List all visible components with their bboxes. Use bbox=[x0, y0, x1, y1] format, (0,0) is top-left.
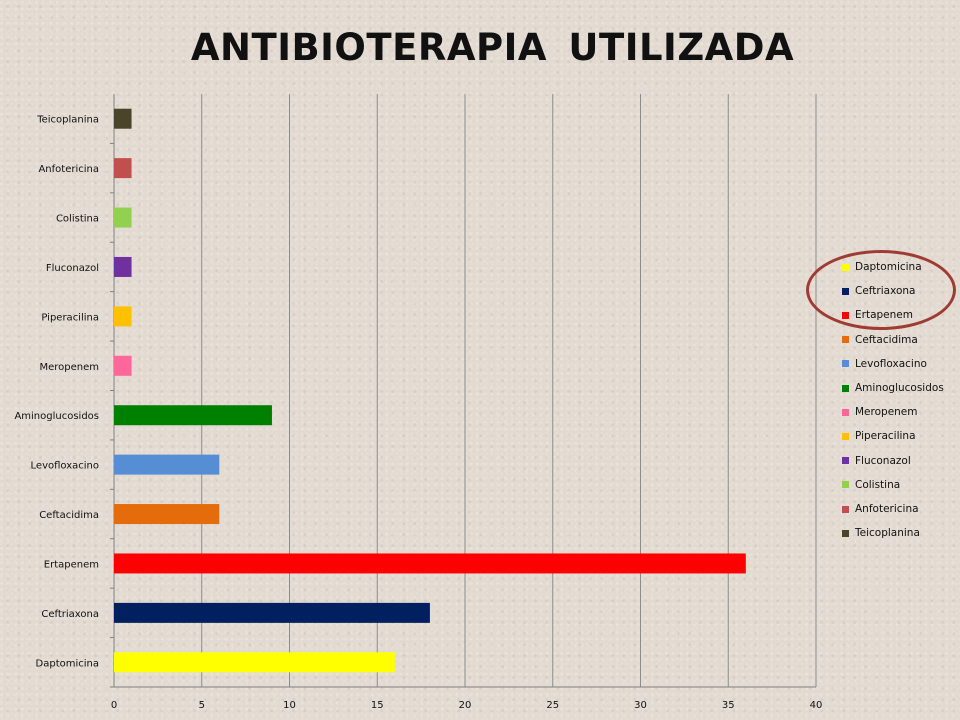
legend-swatch bbox=[842, 360, 849, 368]
legend-label: Colistina bbox=[855, 478, 901, 491]
x-tick-label: 15 bbox=[371, 700, 384, 711]
legend-label: Aminoglucosidos bbox=[855, 382, 944, 394]
bar-aminoglucosidos bbox=[114, 405, 272, 426]
x-tick-label: 5 bbox=[199, 700, 205, 711]
legend-swatch bbox=[842, 336, 849, 344]
x-tick-label: 10 bbox=[283, 700, 296, 711]
bar-teicoplanina bbox=[114, 108, 132, 129]
legend-label: Levofloxacino bbox=[855, 357, 927, 370]
legend-item: Anfotericina bbox=[842, 502, 919, 516]
legend-swatch bbox=[842, 481, 849, 489]
x-tick-label: 25 bbox=[546, 700, 559, 711]
y-tick-label: Ceftriaxona bbox=[41, 609, 99, 620]
x-tick-label: 40 bbox=[810, 700, 823, 711]
y-tick-label: Aminoglucosidos bbox=[14, 411, 99, 422]
legend-label: Ceftacidima bbox=[855, 333, 918, 346]
bar-ertapenem bbox=[114, 553, 746, 574]
legend-item: Piperacilina bbox=[842, 429, 916, 443]
bar-piperacilina bbox=[114, 306, 132, 327]
legend-item: Levofloxacino bbox=[842, 357, 927, 371]
legend-item: Colistina bbox=[842, 478, 900, 492]
y-tick-label: Piperacilina bbox=[41, 312, 99, 323]
bar-levofloxacino bbox=[114, 454, 220, 475]
y-tick-label: Meropenem bbox=[39, 362, 99, 373]
bar-ceftriaxona bbox=[114, 602, 430, 623]
bar-ceftacidima bbox=[114, 504, 220, 525]
y-tick-label: Colistina bbox=[56, 214, 99, 225]
bar-daptomicina bbox=[114, 652, 395, 673]
x-tick-label: 20 bbox=[459, 700, 472, 711]
legend-item: Ceftacidima bbox=[842, 333, 918, 347]
x-tick-label: 0 bbox=[111, 700, 117, 711]
y-tick-label: Daptomicina bbox=[36, 658, 99, 669]
y-tick-label: Levofloxacino bbox=[31, 461, 99, 472]
legend-swatch bbox=[842, 432, 849, 440]
legend-item: Aminoglucosidos bbox=[842, 381, 944, 395]
y-tick-label: Ertapenem bbox=[44, 559, 99, 570]
legend-label: Anfotericina bbox=[855, 503, 919, 515]
legend-label: Meropenem bbox=[855, 406, 918, 419]
y-tick-label: Ceftacidima bbox=[39, 510, 99, 521]
legend-item: Teicoplanina bbox=[842, 526, 920, 540]
x-tick-label: 30 bbox=[634, 700, 647, 711]
legend-swatch bbox=[842, 384, 849, 392]
bar-fluconazol bbox=[114, 256, 132, 277]
legend-label: Fluconazol bbox=[855, 454, 911, 467]
bar-anfotericina bbox=[114, 158, 132, 179]
legend-label: Piperacilina bbox=[855, 430, 916, 443]
y-tick-label: Fluconazol bbox=[46, 263, 99, 274]
legend-item: Meropenem bbox=[842, 405, 918, 419]
bar-colistina bbox=[114, 207, 132, 228]
y-tick-label: Teicoplanina bbox=[36, 115, 99, 126]
legend-swatch bbox=[842, 457, 849, 465]
chart-title: ANTIBIOTERAPIA UTILIZADA bbox=[190, 26, 795, 69]
highlight-circle bbox=[806, 250, 956, 330]
bar-meropenem bbox=[114, 355, 132, 376]
legend-swatch bbox=[842, 529, 849, 537]
legend-swatch bbox=[842, 505, 849, 513]
y-tick-label: Anfotericina bbox=[38, 164, 99, 175]
x-tick-label: 35 bbox=[722, 700, 735, 711]
legend-swatch bbox=[842, 408, 849, 416]
legend-label: Teicoplanina bbox=[855, 527, 920, 540]
legend-item: Fluconazol bbox=[842, 454, 911, 468]
